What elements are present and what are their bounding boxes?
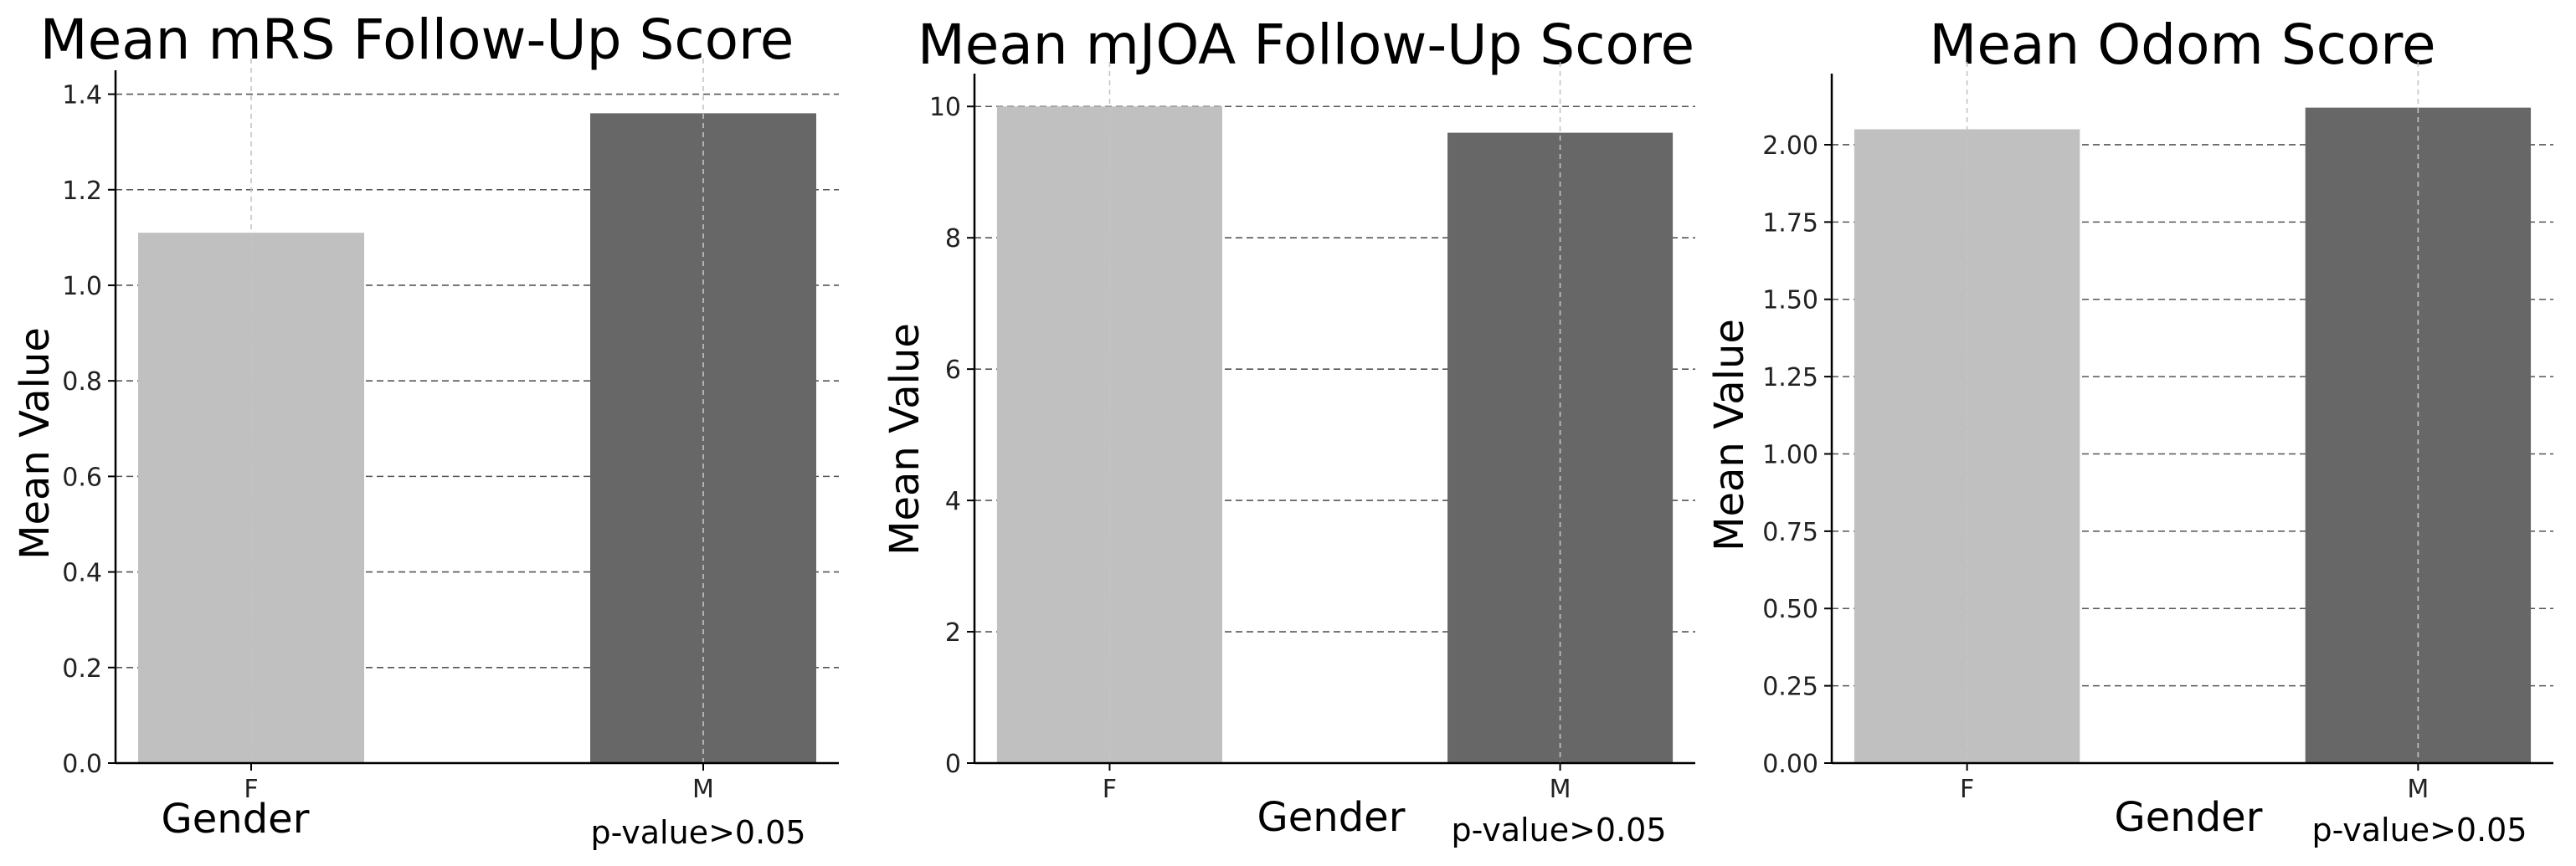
vertical-grid-layer (1966, 62, 2419, 763)
y-tick-label: 1.50 (1762, 286, 1818, 315)
y-tick-label: 0.6 (62, 463, 102, 492)
bars-layer (138, 113, 816, 764)
vertical-grid-layer (250, 59, 704, 763)
bar-m (1447, 132, 1674, 764)
x-axis-label: Gender (162, 796, 310, 843)
vertical-grid-layer (1108, 62, 1561, 763)
y-tick-label: 4 (945, 487, 961, 516)
y-tick-label: 2 (945, 618, 961, 648)
y-tick-label: 0.2 (62, 654, 102, 684)
x-axis-label: Gender (1257, 794, 1406, 841)
x-tick-label: F (244, 775, 258, 804)
x-tick-label: M (692, 775, 714, 804)
x-tick-label: M (1550, 775, 1571, 804)
p-value-annotation: p-value>0.05 (2311, 812, 2527, 848)
y-tick-label: 0 (945, 750, 961, 779)
p-value-annotation: p-value>0.05 (1451, 812, 1666, 848)
axes-layer: 0.0 0.2 0.4 0.6 0.8 1.0 1.2 1.4 F M (62, 70, 839, 804)
y-tick-label: 0.25 (1762, 673, 1818, 702)
y-tick-label: 10 (929, 93, 961, 122)
y-tick-label: 0.00 (1762, 750, 1818, 779)
x-tick-label: F (1103, 775, 1117, 804)
y-tick-label: 1.4 (62, 81, 102, 110)
y-tick-label: 0.4 (62, 559, 102, 588)
y-tick-label: 1.75 (1762, 208, 1818, 238)
chart-panel-mjoa: Mean mJOA Follow-Up Score Gender Mean Va… (882, 13, 1695, 848)
x-tick-label: F (1960, 775, 1974, 804)
y-tick-label: 0.8 (62, 367, 102, 397)
y-axis-label: Mean Value (12, 327, 59, 560)
bar-f (138, 233, 364, 763)
bars-layer (996, 106, 1674, 764)
axes-layer: 0.00 0.25 0.50 0.75 1.00 1.25 1.50 1.75 2.00 F M (1762, 74, 2553, 804)
y-tick-label: 1.2 (62, 177, 102, 206)
axes-layer: 0 2 4 6 8 10 F M (929, 74, 1695, 804)
chart-title: Mean mRS Follow-Up Score (40, 8, 794, 72)
y-tick-label: 2.00 (1762, 131, 1818, 161)
x-axis-label: Gender (2115, 794, 2263, 841)
y-tick-label: 0.50 (1762, 595, 1818, 624)
y-tick-label: 6 (945, 356, 961, 385)
chart-panel-mrs: Mean mRS Follow-Up Score Gender Mean Val… (12, 8, 839, 851)
p-value-annotation: p-value>0.05 (590, 814, 805, 851)
bars-layer (1854, 107, 2532, 763)
y-tick-label: 8 (945, 224, 961, 254)
y-axis-label: Mean Value (882, 323, 928, 556)
chart-title: Mean mJOA Follow-Up Score (918, 13, 1694, 77)
y-axis-label: Mean Value (1706, 319, 1753, 551)
x-tick-label: M (2407, 775, 2429, 804)
y-tick-label: 1.0 (62, 272, 102, 301)
chart-panel-odom: Mean Odom Score Gender Mean Value p-valu… (1706, 13, 2553, 848)
y-tick-label: 1.25 (1762, 363, 1818, 392)
y-tick-label: 0.0 (62, 750, 102, 779)
chart-title: Mean Odom Score (1929, 13, 2435, 77)
y-tick-label: 1.00 (1762, 440, 1818, 469)
bar-f (1854, 129, 2080, 763)
y-tick-label: 0.75 (1762, 518, 1818, 547)
